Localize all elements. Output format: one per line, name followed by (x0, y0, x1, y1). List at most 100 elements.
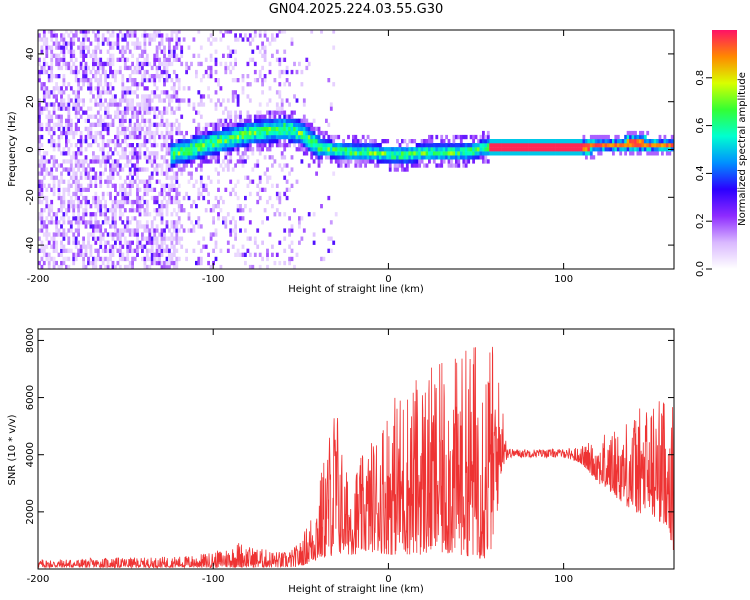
heatmap-cell (121, 199, 125, 205)
heatmap-cell (67, 220, 71, 225)
heatmap-cell (168, 98, 171, 103)
heatmap-cell (52, 126, 56, 132)
heatmap-cell (121, 53, 125, 58)
heatmap-cell (234, 252, 237, 257)
heatmap-cell (268, 147, 272, 152)
heatmap-cell (383, 139, 387, 144)
heatmap-cell (99, 61, 103, 67)
heatmap-cell (128, 33, 132, 38)
heatmap-cell (288, 216, 291, 221)
heatmap-cell (472, 147, 475, 152)
heatmap-cell (155, 106, 159, 111)
heatmap-cell (224, 220, 228, 225)
heatmap-cell (170, 199, 174, 205)
heatmap-cell (170, 106, 174, 111)
heatmap-cell (74, 175, 78, 180)
heatmap-cell (121, 212, 125, 217)
heatmap-cell (175, 187, 179, 192)
heatmap-cell (106, 106, 110, 111)
heatmap-cell (60, 199, 63, 205)
heatmap-cell (234, 110, 237, 115)
heatmap-cell (229, 61, 233, 67)
heatmap-cell (182, 86, 186, 91)
heatmap-cell (199, 130, 203, 136)
heatmap-cell (138, 187, 142, 192)
heatmap-cell (293, 264, 296, 269)
heatmap-cell (290, 130, 294, 136)
heatmap-cell (214, 240, 218, 245)
heatmap-cell (437, 147, 441, 152)
heatmap-cell (57, 139, 61, 144)
heatmap-cell (288, 143, 291, 148)
heatmap-cell (84, 33, 88, 38)
heatmap-cell (143, 224, 147, 229)
heatmap-cell (42, 159, 46, 164)
heatmap-cell (285, 143, 289, 148)
heatmap-cell (663, 134, 667, 140)
heatmap-cell (322, 151, 326, 156)
heatmap-cell (89, 212, 93, 217)
heatmap-cell (62, 49, 66, 54)
heatmap-cell (506, 147, 510, 152)
heatmap-cell (589, 155, 593, 160)
heatmap-cell (268, 175, 272, 180)
heatmap-cell (89, 244, 93, 249)
heatmap-cell (118, 216, 122, 221)
heatmap-cell (180, 45, 184, 50)
heatmap-cell (148, 118, 152, 123)
heatmap-cell (150, 143, 154, 148)
heatmap-cell (369, 143, 372, 148)
heatmap-cell (175, 139, 179, 144)
heatmap-cell (212, 130, 215, 136)
heatmap-cell (236, 37, 240, 42)
heatmap-cell (300, 134, 304, 140)
heatmap-cell (315, 134, 318, 140)
heatmap-cell (209, 69, 213, 75)
heatmap-cell (114, 187, 117, 192)
heatmap-cell (312, 147, 316, 152)
heatmap-cell (195, 126, 198, 132)
heatmap-cell (307, 61, 311, 67)
heatmap-cell (278, 126, 282, 132)
heatmap-cell (246, 126, 250, 132)
heatmap-cell (82, 252, 85, 257)
heatmap-cell (114, 41, 117, 46)
heatmap-cell (118, 49, 122, 54)
heatmap-cell (79, 183, 83, 188)
heatmap-cell (310, 155, 314, 160)
heatmap-cell (74, 110, 78, 115)
heatmap-cell (92, 228, 95, 233)
heatmap-cell (212, 122, 215, 127)
heatmap-cell (214, 159, 218, 164)
heatmap-cell (104, 248, 107, 253)
heatmap-cell (74, 98, 78, 103)
heatmap-cell (310, 122, 314, 127)
heatmap-cell (116, 260, 120, 266)
heatmap-cell (133, 248, 137, 253)
heatmap-cell (450, 147, 453, 152)
heatmap-cell (104, 204, 107, 209)
heatmap-cell (479, 139, 483, 144)
heatmap-cell (145, 155, 149, 160)
heatmap-cell (558, 143, 561, 148)
heatmap-cell (99, 228, 103, 233)
heatmap-cell (251, 147, 255, 152)
heatmap-cell (582, 147, 586, 152)
heatmap-cell (67, 187, 71, 192)
heatmap-cell (123, 130, 127, 136)
heatmap-cell (69, 69, 73, 75)
heatmap-cell (145, 118, 149, 123)
heatmap-cell (89, 53, 93, 58)
heatmap-cell (562, 151, 566, 156)
heatmap-cell (72, 61, 76, 67)
heatmap-cell (300, 236, 304, 241)
heatmap-cell (57, 61, 61, 67)
heatmap-cell (99, 98, 103, 103)
heatmap-cell (94, 114, 98, 119)
heatmap-cell (320, 139, 323, 144)
heatmap-cell (141, 33, 144, 38)
heatmap-cell (540, 151, 544, 156)
heatmap-cell (258, 122, 262, 127)
heatmap-cell (67, 204, 71, 209)
heatmap-cell (332, 155, 336, 160)
